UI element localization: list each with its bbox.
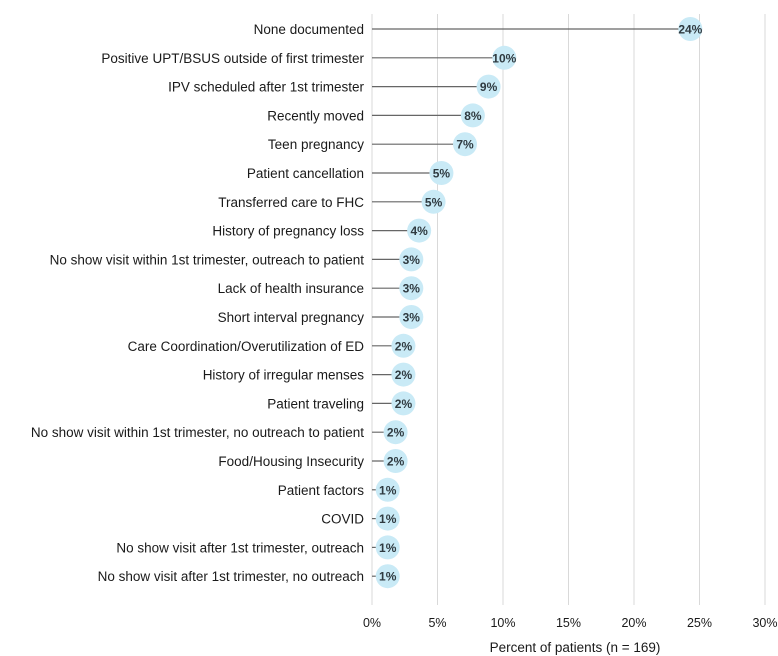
x-tick-label: 25% bbox=[687, 616, 712, 630]
category-label: No show visit within 1st trimester, outr… bbox=[50, 252, 365, 267]
data-label: 9% bbox=[480, 80, 498, 94]
category-label: Patient traveling bbox=[267, 396, 364, 411]
data-point-marker bbox=[391, 333, 416, 358]
category-labels: None documented Positive UPT/BSUS outside… bbox=[31, 22, 365, 584]
category-label: History of pregnancy loss bbox=[212, 224, 364, 239]
data-label: 3% bbox=[403, 311, 421, 325]
category-label: Food/Housing Insecurity bbox=[218, 454, 364, 469]
data-point-marker bbox=[460, 103, 485, 128]
data-label: 3% bbox=[403, 282, 421, 296]
data-label: 3% bbox=[403, 253, 421, 267]
category-label: No show visit after 1st trimester, outre… bbox=[116, 540, 364, 555]
data-point-marker bbox=[391, 391, 416, 416]
x-tick-label: 30% bbox=[752, 616, 777, 630]
category-label: None documented bbox=[254, 22, 364, 37]
data-label: 4% bbox=[410, 224, 428, 238]
category-label: Care Coordination/Overutilization of ED bbox=[128, 339, 365, 354]
category-label: Lack of health insurance bbox=[218, 281, 364, 296]
data-label: 5% bbox=[425, 195, 443, 209]
data-label: 2% bbox=[395, 397, 413, 411]
markers: 24% 10% 9% 8% 7% 5% 5% 4% 3% 3% 3% 2% 2% 2% 2% 2% 1% 1% 1%… bbox=[375, 17, 703, 589]
x-tick-labels: 0% 5% 10% 15% 20% 25% 30% bbox=[363, 616, 778, 630]
data-point-marker bbox=[375, 564, 400, 589]
gridlines bbox=[371, 14, 766, 605]
category-label: Teen pregnancy bbox=[268, 137, 364, 152]
data-point-marker bbox=[375, 506, 400, 531]
data-label: 1% bbox=[379, 541, 397, 555]
x-tick-label: 10% bbox=[490, 616, 515, 630]
x-axis-title: Percent of patients (n = 169) bbox=[490, 640, 661, 655]
category-label: No show visit after 1st trimester, no ou… bbox=[98, 569, 364, 584]
category-label: No show visit within 1st trimester, no o… bbox=[31, 425, 364, 440]
x-tick-label: 5% bbox=[428, 616, 446, 630]
stems bbox=[372, 28, 691, 577]
data-point-marker bbox=[375, 535, 400, 560]
data-label: 5% bbox=[433, 167, 451, 181]
data-label: 24% bbox=[678, 23, 702, 37]
data-label: 1% bbox=[379, 512, 397, 526]
data-point-marker bbox=[453, 132, 478, 157]
data-point-marker bbox=[429, 161, 454, 185]
data-point-marker bbox=[375, 477, 400, 502]
category-label: IPV scheduled after 1st trimester bbox=[168, 80, 364, 95]
data-point-marker bbox=[391, 362, 416, 387]
x-tick-label: 20% bbox=[621, 616, 646, 630]
data-label: 2% bbox=[387, 455, 405, 469]
data-label: 1% bbox=[379, 483, 397, 497]
data-label: 2% bbox=[387, 426, 405, 440]
data-point-marker bbox=[678, 17, 703, 41]
data-point-marker bbox=[407, 218, 432, 243]
category-label: COVID bbox=[321, 512, 364, 527]
data-point-marker bbox=[399, 276, 424, 301]
category-label: Positive UPT/BSUS outside of first trime… bbox=[101, 51, 364, 66]
data-point-marker bbox=[383, 449, 408, 473]
category-label: Transferred care to FHC bbox=[218, 195, 364, 210]
data-point-marker bbox=[492, 45, 517, 70]
data-label: 1% bbox=[379, 570, 397, 584]
category-label: Patient cancellation bbox=[247, 166, 364, 181]
data-point-marker bbox=[421, 189, 446, 214]
category-label: Recently moved bbox=[267, 108, 364, 123]
data-point-marker bbox=[399, 247, 424, 272]
data-label: 2% bbox=[395, 339, 413, 353]
data-label: 2% bbox=[395, 368, 413, 382]
x-tick-label: 15% bbox=[556, 616, 581, 630]
data-label: 10% bbox=[492, 51, 516, 65]
x-tick-label: 0% bbox=[363, 616, 381, 630]
category-label: History of irregular menses bbox=[203, 368, 365, 383]
category-label: Short interval pregnancy bbox=[218, 310, 365, 325]
data-label: 8% bbox=[464, 109, 482, 123]
data-label: 7% bbox=[456, 138, 474, 152]
category-label: Patient factors bbox=[278, 483, 365, 498]
data-point-marker bbox=[383, 420, 408, 445]
data-point-marker bbox=[399, 305, 424, 329]
data-point-marker bbox=[476, 74, 501, 99]
